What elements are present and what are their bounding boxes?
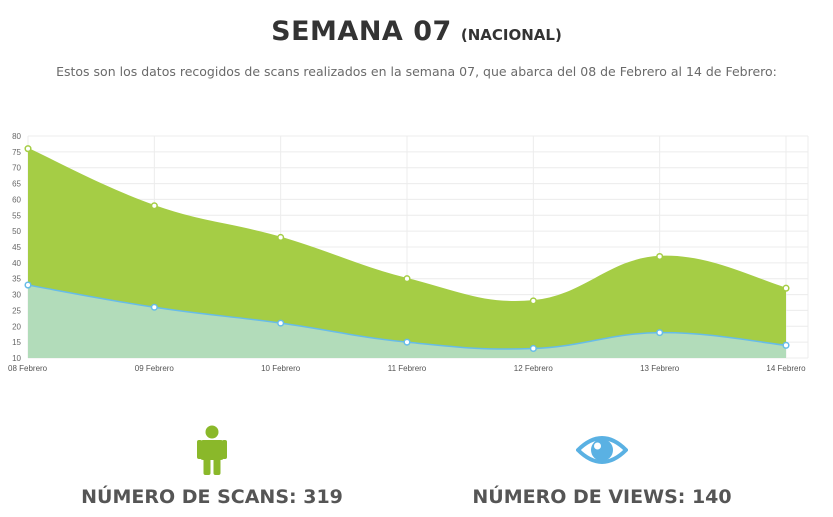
x-tick-label: 11 Febrero bbox=[388, 364, 427, 373]
views-count-label: NÚMERO DE VIEWS: 140 bbox=[472, 486, 732, 508]
title-main: SEMANA 07 bbox=[271, 16, 452, 47]
x-tick-label: 09 Febrero bbox=[135, 364, 175, 373]
y-tick-label: 35 bbox=[12, 275, 21, 284]
data-point bbox=[150, 303, 158, 311]
y-tick-label: 75 bbox=[12, 148, 21, 157]
data-point bbox=[782, 284, 790, 292]
title-suffix: (NACIONAL) bbox=[460, 26, 562, 44]
y-tick-label: 50 bbox=[12, 227, 21, 236]
y-tick-label: 40 bbox=[12, 259, 21, 268]
data-point bbox=[529, 297, 537, 305]
y-tick-label: 10 bbox=[12, 354, 21, 363]
y-tick-label: 45 bbox=[12, 243, 21, 252]
y-tick-label: 15 bbox=[12, 338, 21, 347]
series-area-1 bbox=[28, 285, 786, 358]
data-point bbox=[403, 275, 411, 283]
x-tick-label: 08 Febrero bbox=[8, 364, 48, 373]
data-point bbox=[529, 344, 537, 353]
data-point bbox=[277, 233, 285, 242]
series-area-0 bbox=[28, 148, 786, 358]
x-tick-label: 13 Febrero bbox=[640, 364, 680, 373]
data-point bbox=[656, 329, 664, 337]
y-tick-label: 55 bbox=[12, 211, 21, 220]
y-tick-label: 70 bbox=[12, 164, 21, 173]
y-tick-label: 60 bbox=[12, 195, 21, 204]
scans-stat: NÚMERO DE SCANS: 319 bbox=[52, 424, 372, 508]
data-point bbox=[656, 252, 664, 261]
data-point bbox=[403, 338, 411, 346]
y-tick-label: 30 bbox=[12, 291, 21, 300]
eye-icon bbox=[576, 436, 628, 464]
y-tick-label: 65 bbox=[12, 180, 21, 189]
views-stat: NÚMERO DE VIEWS: 140 bbox=[442, 424, 762, 508]
x-tick-label: 14 Febrero bbox=[766, 364, 806, 373]
data-point bbox=[150, 202, 158, 210]
scans-count-label: NÚMERO DE SCANS: 319 bbox=[81, 486, 343, 508]
person-icon bbox=[197, 425, 227, 475]
x-tick-label: 10 Febrero bbox=[261, 364, 301, 373]
y-tick-label: 80 bbox=[12, 132, 21, 141]
data-point bbox=[277, 319, 285, 327]
x-tick-label: 12 Febrero bbox=[514, 364, 554, 373]
page-title: SEMANA 07 (NACIONAL) bbox=[0, 16, 833, 47]
y-tick-label: 20 bbox=[12, 322, 21, 331]
area-chart: 10 15 20 25 30 35 40 45 50 55 60 65 70 75 80 08 Febrero… bbox=[8, 132, 809, 373]
page-description: Estos son los datos recogidos de scans r… bbox=[56, 64, 777, 79]
data-point bbox=[24, 281, 32, 289]
data-point bbox=[782, 341, 790, 349]
data-point bbox=[24, 145, 32, 153]
y-tick-label: 25 bbox=[12, 306, 21, 315]
